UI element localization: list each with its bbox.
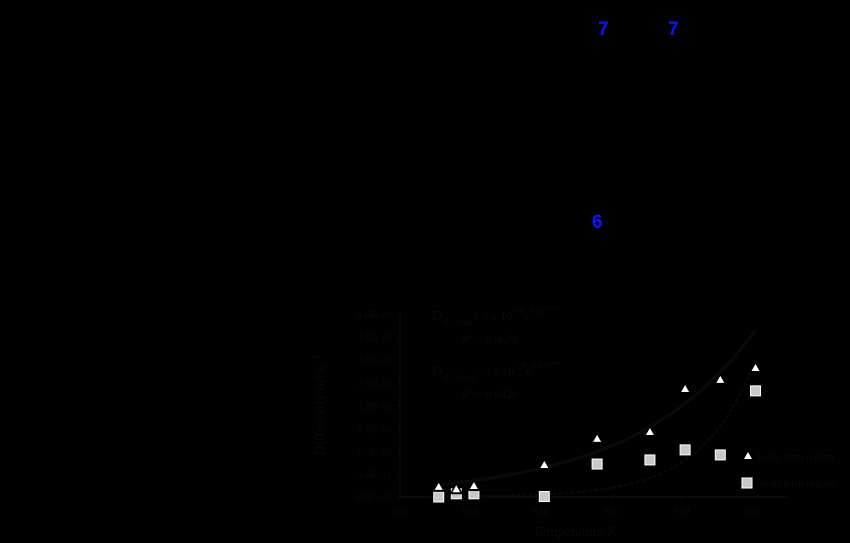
figure-marker-6: 6 [592,212,603,233]
x-tick-label: 950 [603,506,620,518]
triangle-marker [452,485,461,493]
x-tick-label: 990 [744,506,761,518]
square-marker [679,444,691,456]
svg-text:Deff, short= 3 x 10-28e0.0397T: Deff, short= 3 x 10-28e0.0397T [431,361,562,382]
fit-curve-long [438,329,757,487]
x-tick-label: 890 [392,506,409,518]
square-marker [591,458,603,470]
triangle-marker [716,375,725,383]
triangle-marker [593,434,602,442]
figure-marker-7a: 7 [598,19,609,40]
triangle-marker [645,428,654,436]
annotation-long: Deff, long= 3 x 10-16e0.0277T R2 = 0.9678 [431,306,560,346]
svg-text:R2= 0.9678: R2 = 0.9678 [461,331,518,346]
x-tick-label: 930 [533,506,550,518]
square-marker [433,491,445,503]
svg-text:Deff, long= 3 x 10-16e0.0277T: Deff, long= 3 x 10-16e0.0277T [431,306,560,327]
square-marker [750,385,762,397]
x-axis-title: Temperature/K [533,525,618,540]
triangle-marker [744,452,752,459]
y-tick-label: 1.5E-10 [357,423,393,435]
y-axis-title: Diffusivity/m² s⁻¹ [313,355,328,456]
square-marker [714,449,726,461]
y-tick-label: 0.0E+00 [354,492,392,504]
triangle-marker [540,460,549,468]
fit-curve-short [438,359,757,498]
y-tick-label: 4.0E-10 [357,309,393,321]
legend-label-long: Long term region [757,451,834,463]
annotation-short: Deff, short= 3 x 10-28e0.0397T R2 = 0.842… [431,361,562,401]
square-marker [644,454,656,466]
triangle-marker [751,363,760,371]
triangle-marker [434,482,443,490]
x-tick-label: 970 [673,506,690,518]
x-tick-label: 910 [462,506,479,518]
legend-label-short: Short term region [757,478,835,490]
square-marker [741,477,753,489]
y-tick-label: 1.0E-10 [357,446,393,458]
legend: Long term region Short term region [740,449,835,490]
svg-text:R2= 0.8420: R2 = 0.8420 [461,386,518,401]
y-tick-label: 2.0E-10 [357,401,393,413]
y-tick-label: 3.0E-10 [357,355,393,367]
chart-axes: 0.0E+00 5.0E-11 1.0E-10 1.5E-10 2.0E-10 2.5E-… [354,309,788,518]
data-points [431,360,763,504]
square-marker [538,491,550,503]
y-tick-label: 5.0E-11 [357,469,392,481]
triangle-marker [469,482,478,490]
figure-marker-7b: 7 [668,19,679,40]
y-tick-label: 3.5E-10 [357,332,393,344]
y-tick-label: 2.5E-10 [357,378,393,390]
fit-curves [438,329,757,498]
triangle-marker [681,385,690,393]
